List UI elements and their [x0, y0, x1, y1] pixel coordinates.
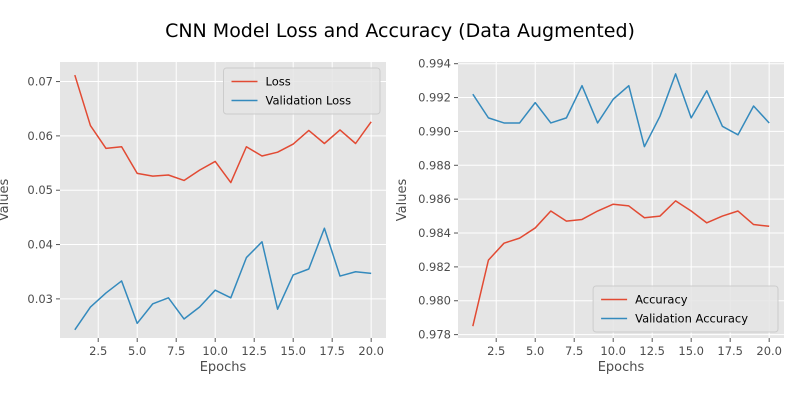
x-tick-label: 12.5	[639, 344, 665, 358]
x-tick-label: 15.0	[280, 344, 306, 358]
x-tick-label: 10.0	[202, 344, 228, 358]
x-tick-label: 5.0	[526, 344, 544, 358]
legend-box	[592, 285, 779, 333]
y-tick-label: 0.978	[418, 328, 451, 342]
x-tick-label: 7.5	[565, 344, 583, 358]
series-line-validation-loss	[74, 227, 372, 331]
y-tick-label: 0.988	[418, 158, 451, 172]
x-tick-label: 20.0	[358, 344, 384, 358]
x-tick-label: 15.0	[678, 344, 704, 358]
x-tick-label: 5.0	[128, 344, 146, 358]
x-tick-label: 7.5	[167, 344, 185, 358]
x-tick-label: 2.5	[89, 344, 107, 358]
x-tick-label: 17.5	[717, 344, 743, 358]
y-axis-label: Values	[395, 179, 410, 222]
x-tick-label: 10.0	[600, 344, 626, 358]
y-tick-label: 0.986	[418, 192, 451, 206]
legend: Accuracy Validation Accuracy	[592, 285, 779, 333]
x-tick-label: 12.5	[241, 344, 267, 358]
y-tick-label: 0.980	[418, 294, 451, 308]
y-tick-label: 0.03	[27, 292, 53, 306]
x-axis-label: Epochs	[598, 360, 645, 375]
x-axis-label: Epochs	[200, 360, 247, 375]
legend-label: Accuracy	[635, 293, 688, 307]
y-tick-label: 0.04	[27, 238, 53, 252]
y-tick-label: 0.984	[418, 226, 451, 240]
y-tick-label: 0.05	[27, 183, 53, 197]
y-tick-label: 0.994	[418, 57, 451, 71]
y-axis-label: Values	[0, 179, 12, 222]
y-tick-label: 0.990	[418, 124, 451, 138]
legend-box	[223, 67, 381, 115]
series-line-validation-accuracy	[472, 73, 770, 148]
y-tick-label: 0.992	[418, 91, 451, 105]
figure-title: CNN Model Loss and Accuracy (Data Augmen…	[165, 20, 635, 42]
y-tick-label: 0.07	[27, 75, 53, 89]
legend: Loss Validation Loss	[223, 67, 381, 115]
y-tick-label: 0.982	[418, 260, 451, 274]
x-tick-label: 17.5	[319, 344, 345, 358]
series-line-accuracy	[472, 200, 770, 327]
legend-label: Validation Accuracy	[635, 312, 748, 326]
legend-label: Loss	[266, 75, 291, 89]
y-tick-label: 0.06	[27, 129, 53, 143]
x-tick-label: 2.5	[487, 344, 505, 358]
series-line-loss	[74, 74, 372, 184]
x-tick-label: 20.0	[756, 344, 782, 358]
legend-label: Validation Loss	[266, 94, 352, 108]
